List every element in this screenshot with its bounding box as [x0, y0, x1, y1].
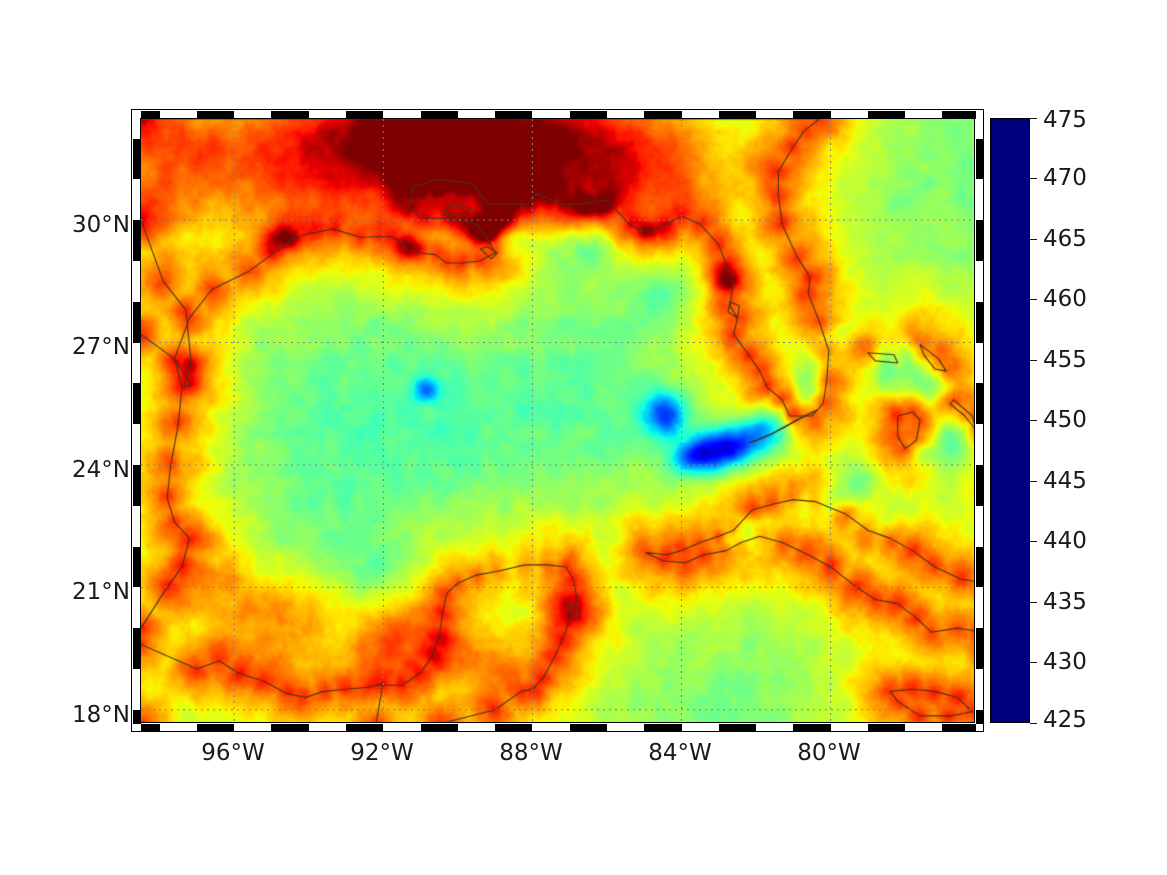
frame-segment: [133, 138, 141, 180]
frame-segment: [133, 546, 141, 588]
frame-segment: [976, 709, 984, 724]
frame-segment: [867, 111, 906, 119]
colorbar-tick-430: [1030, 662, 1037, 663]
y-tick-label-27N: 27°N: [72, 334, 130, 360]
frame-segment: [271, 724, 309, 732]
frame-segment: [976, 138, 984, 180]
colorbar-label-465: 465: [1043, 226, 1087, 252]
colorbar-tick-425: [1030, 723, 1037, 724]
frame-segment: [793, 724, 831, 732]
colorbar-tick-460: [1030, 299, 1037, 300]
frame-segment: [133, 464, 141, 506]
x-tick-label-88W: 88°W: [499, 740, 563, 766]
colorbar-label-445: 445: [1043, 468, 1087, 494]
colorbar-gradient: [990, 118, 1030, 723]
y-tick-label-30N: 30°N: [72, 212, 130, 238]
colorbar-label-435: 435: [1043, 589, 1087, 615]
frame-segment: [942, 724, 976, 732]
colorbar-label-460: 460: [1043, 286, 1087, 312]
frame-segment: [133, 628, 141, 669]
colorbar-tick-435: [1030, 602, 1037, 603]
x-tick-label-84W: 84°W: [648, 740, 712, 766]
frame-segment: [196, 724, 235, 732]
y-tick-label-21N: 21°N: [72, 579, 130, 605]
frame-segment: [718, 111, 757, 119]
colorbar-tick-465: [1030, 239, 1037, 240]
colorbar-tick-450: [1030, 420, 1037, 421]
frame-segment: [569, 724, 607, 732]
frame-segment: [271, 111, 309, 119]
frame-segment: [976, 546, 984, 588]
frame-segment: [133, 383, 141, 425]
colorbar-tick-440: [1030, 541, 1037, 542]
colorbar-label-430: 430: [1043, 649, 1087, 675]
frame-segment: [133, 301, 141, 343]
colorbar-label-475: 475: [1043, 107, 1087, 133]
frame-segment: [644, 724, 682, 732]
frame-segment: [976, 301, 984, 343]
frame-segment: [644, 111, 682, 119]
frame-segment: [420, 724, 458, 732]
frame-segment: [867, 724, 906, 732]
frame-segment: [141, 111, 160, 119]
y-tick-label-18N: 18°N: [72, 702, 130, 728]
frame-segment: [976, 220, 984, 261]
colorbar-label-425: 425: [1043, 707, 1087, 733]
colorbar-tick-470: [1030, 178, 1037, 179]
frame-segment: [976, 383, 984, 425]
map-plot-area: [140, 118, 975, 723]
frame-segment: [196, 111, 235, 119]
colorbar-tick-445: [1030, 481, 1037, 482]
frame-segment: [495, 724, 533, 732]
geospatial-heatmap: [141, 119, 974, 722]
frame-segment: [141, 724, 160, 732]
frame-segment: [942, 111, 976, 119]
x-tick-label-80W: 80°W: [797, 740, 861, 766]
y-tick-label-24N: 24°N: [72, 457, 130, 483]
frame-segment: [976, 464, 984, 506]
frame-segment: [346, 724, 384, 732]
frame-segment: [495, 111, 533, 119]
frame-segment: [718, 724, 757, 732]
frame-segment: [976, 628, 984, 669]
colorbar-label-450: 450: [1043, 407, 1087, 433]
x-tick-label-96W: 96°W: [201, 740, 265, 766]
x-tick-label-92W: 92°W: [350, 740, 414, 766]
colorbar-label-470: 470: [1043, 165, 1087, 191]
colorbar-tick-455: [1030, 360, 1037, 361]
map-axes: 18°N 21°N 24°N 27°N 30°N 96°W 92°W 88°W …: [72, 109, 984, 766]
frame-segment: [346, 111, 384, 119]
colorbar-tick-475: [1030, 118, 1037, 119]
frame-segment: [133, 709, 141, 724]
frame-segment: [420, 111, 458, 119]
colorbar-label-455: 455: [1043, 347, 1087, 373]
frame-segment: [569, 111, 607, 119]
colorbar: 475 470 465 460 455 450 445 440 435 430 …: [990, 107, 1087, 733]
frame-segment: [793, 111, 831, 119]
frame-segment: [133, 220, 141, 261]
colorbar-label-440: 440: [1043, 528, 1087, 554]
